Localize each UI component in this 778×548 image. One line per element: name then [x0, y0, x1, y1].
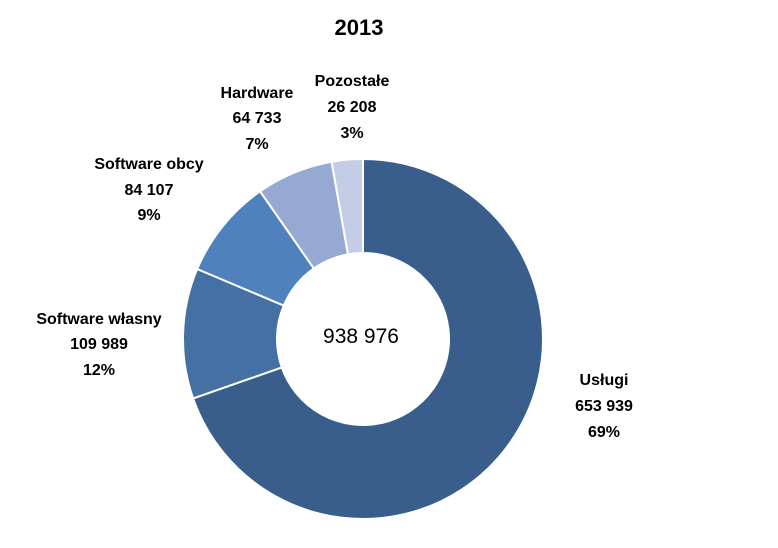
data-label-pozostale: Pozostałe 26 208 3% [315, 73, 390, 142]
donut-center-total: 938 976 [323, 325, 399, 348]
slice-label-name: Usługi [580, 372, 629, 389]
data-label-software-wlasny: Software własny 109 989 12% [36, 311, 161, 379]
data-label-hardware: Hardware 64 733 7% [221, 85, 294, 153]
donut-slices [182, 157, 544, 520]
slice-label-name: Software własny [36, 311, 161, 328]
slice-label-value: 109 989 [70, 336, 128, 353]
slice-label-value: 26 208 [328, 99, 377, 116]
slice-label-name: Hardware [221, 85, 294, 102]
slice-label-value: 64 733 [233, 110, 282, 127]
slice-label-percent: 3% [340, 125, 363, 142]
slice-label-percent: 9% [137, 207, 160, 224]
slice-label-percent: 7% [245, 136, 268, 153]
donut-slice-1 [191, 157, 544, 520]
slice-label-value: 84 107 [125, 182, 174, 199]
data-label-software-obcy: Software obcy 84 107 9% [94, 156, 203, 224]
slice-label-name: Software obcy [94, 156, 203, 173]
slice-label-name: Pozostałe [315, 73, 390, 90]
chart-title: 2013 [335, 15, 384, 40]
slice-label-value: 653 939 [575, 398, 633, 415]
data-label-uslugi: Usługi 653 939 69% [575, 372, 633, 441]
slice-label-percent: 12% [83, 362, 115, 379]
slice-label-percent: 69% [588, 424, 620, 441]
donut-slice-5 [330, 157, 364, 256]
